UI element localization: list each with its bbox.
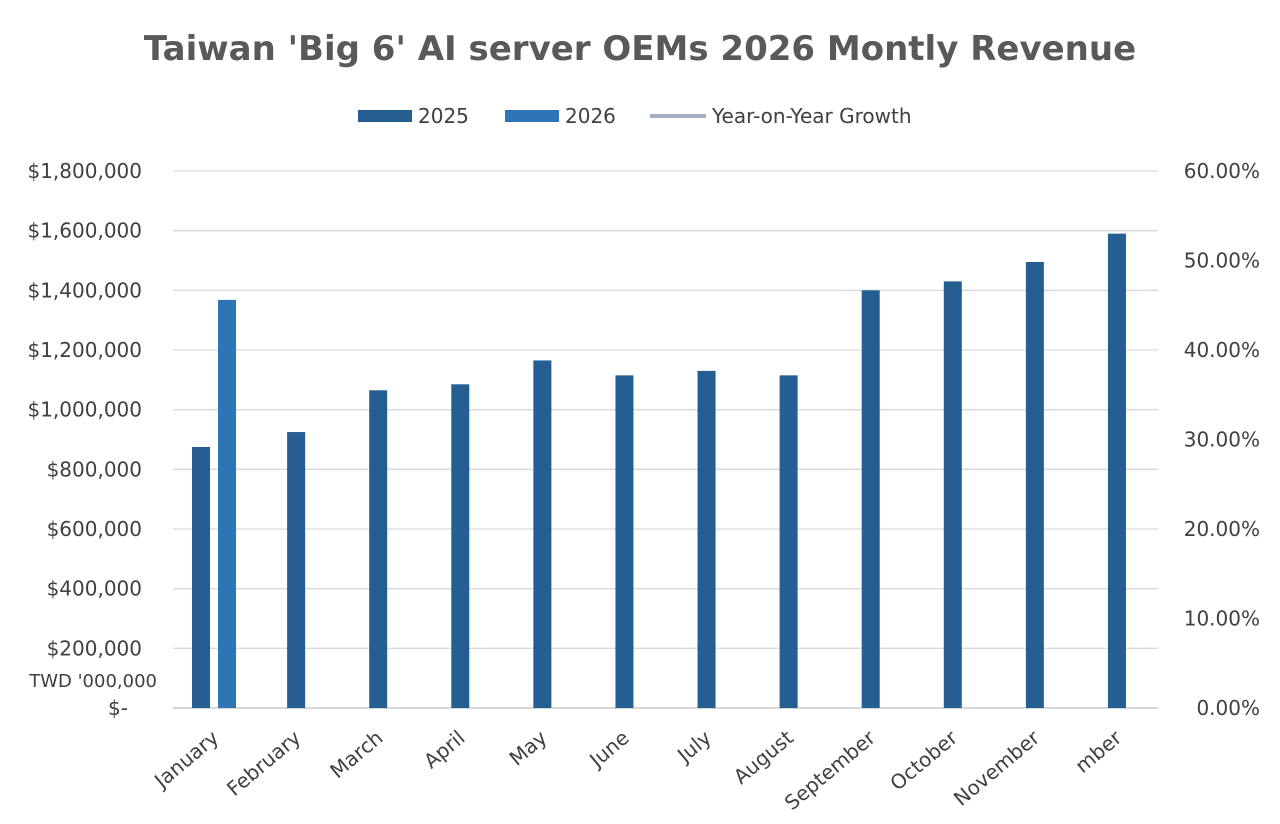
bar-2025-april bbox=[451, 384, 470, 708]
bar-2025-june bbox=[615, 375, 634, 708]
bar-2025-november bbox=[1025, 261, 1044, 708]
y-axis-left: $- $200,000 $400,000 $600,000 $800,000 $1,000… bbox=[27, 159, 142, 720]
y-axis-unit-label: TWD '000,000 bbox=[28, 671, 157, 692]
x-tick-label: April bbox=[419, 725, 469, 773]
legend-swatch bbox=[505, 110, 559, 122]
y2-tick-label: 30.00% bbox=[1184, 428, 1260, 452]
y-tick-label: $600,000 bbox=[47, 517, 142, 541]
x-tick-label: March bbox=[325, 725, 387, 783]
y-tick-label: $1,600,000 bbox=[27, 219, 142, 243]
bar-2025-march bbox=[369, 390, 388, 708]
y-tick-label: $400,000 bbox=[47, 577, 142, 601]
y-tick-label: $1,000,000 bbox=[27, 398, 142, 422]
y2-tick-label: 10.00% bbox=[1184, 607, 1260, 631]
bar-2025-may bbox=[533, 360, 552, 708]
x-tick-label: October bbox=[885, 725, 962, 795]
legend-label: Year-on-Year Growth bbox=[711, 104, 912, 128]
y-axis-right: 0.00% 10.00% 20.00% 30.00% 40.00% 50.00% 60.00… bbox=[1184, 159, 1260, 720]
legend-label: 2026 bbox=[565, 104, 616, 128]
legend-label: 2025 bbox=[418, 104, 469, 128]
x-tick-label: February bbox=[222, 725, 305, 800]
bar-2026-january bbox=[218, 299, 237, 708]
y-tick-label: $1,400,000 bbox=[27, 278, 142, 302]
y-tick-label: $1,200,000 bbox=[27, 338, 142, 362]
bar-2025-october bbox=[943, 281, 962, 708]
x-tick-label: November bbox=[949, 725, 1045, 811]
y2-tick-label: 60.00% bbox=[1184, 159, 1260, 183]
chart-title: Taiwan 'Big 6' AI server OEMs 2026 Montl… bbox=[144, 29, 1136, 69]
bar-2025-december bbox=[1107, 233, 1126, 708]
y-tick-label: $1,800,000 bbox=[27, 159, 142, 183]
bar-2025-february bbox=[287, 432, 306, 708]
gridlines bbox=[173, 170, 1158, 709]
y-tick-label: $800,000 bbox=[47, 457, 142, 481]
bar-2025-july bbox=[697, 370, 716, 708]
legend-swatch bbox=[358, 110, 412, 122]
x-tick-label: January bbox=[148, 725, 223, 794]
x-tick-label: June bbox=[583, 725, 633, 773]
bar-2025-september bbox=[861, 290, 880, 708]
y-tick-label: $- bbox=[108, 696, 128, 720]
bar-2025-august bbox=[779, 375, 798, 708]
bars bbox=[192, 233, 1126, 708]
bar-2025-january bbox=[192, 446, 211, 708]
x-tick-label: May bbox=[504, 725, 551, 770]
y2-tick-label: 20.00% bbox=[1184, 517, 1260, 541]
legend: 2025 2026 Year-on-Year Growth bbox=[358, 104, 912, 128]
y2-tick-label: 40.00% bbox=[1184, 338, 1260, 362]
y2-tick-label: 50.00% bbox=[1184, 249, 1260, 273]
y-tick-label: $200,000 bbox=[47, 636, 142, 660]
x-tick-label: mber bbox=[1070, 725, 1126, 778]
y2-tick-label: 0.00% bbox=[1196, 696, 1260, 720]
x-tick-label: August bbox=[729, 725, 798, 788]
x-tick-label: July bbox=[671, 725, 716, 768]
x-tick-label: September bbox=[780, 725, 881, 815]
